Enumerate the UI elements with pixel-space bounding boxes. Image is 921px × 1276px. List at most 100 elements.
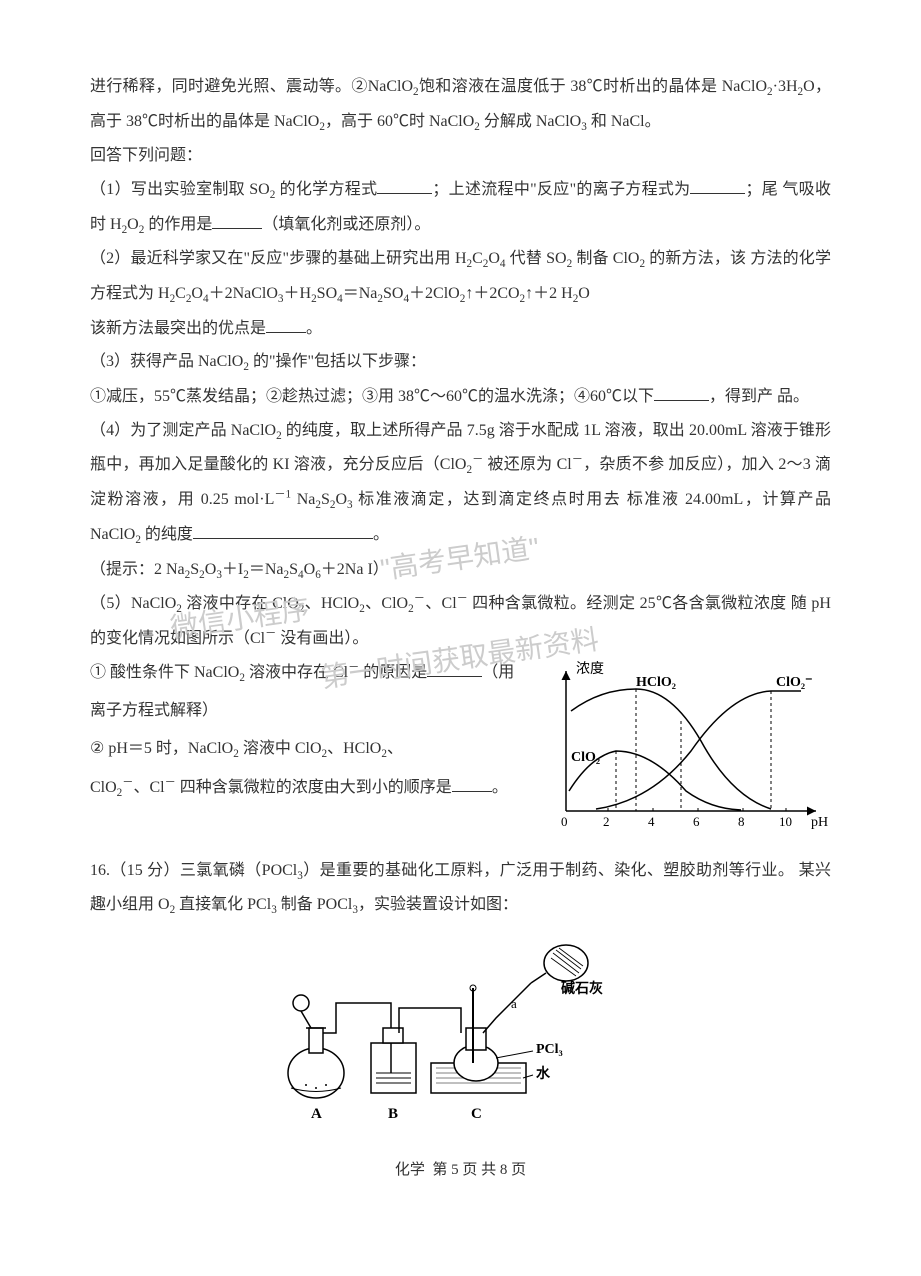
blank <box>377 178 432 194</box>
text: C <box>472 250 483 267</box>
text: C <box>175 285 186 302</box>
text: NaClO <box>722 78 767 95</box>
text: ＋H <box>284 285 312 302</box>
text: ，实验装置设计如图： <box>358 896 518 913</box>
text: ）是重要的基础化工原料，广泛用于制药、染化、塑胶助剂等行业。 <box>303 862 794 879</box>
text: ；上述流程中"反应"的离子方程式为 <box>432 181 690 198</box>
text: 、HClO <box>327 740 381 757</box>
text: 饱和溶液在温度低于 38℃时析出的晶体是 <box>419 78 718 95</box>
text: 。 <box>306 320 322 337</box>
text: 溶液中 ClO <box>239 740 322 757</box>
text: 标准液滴定，达到滴定终点时用去 <box>353 491 622 508</box>
text: 。 <box>492 779 508 796</box>
text: O <box>191 285 203 302</box>
svg-text:2: 2 <box>603 814 610 829</box>
text: O <box>304 561 316 578</box>
ylabel: 浓度 <box>576 661 604 677</box>
svg-text:4: 4 <box>648 814 655 829</box>
text: 该新方法最突出的优点是 <box>90 320 266 337</box>
text: S <box>190 561 199 578</box>
text: ，得到产 <box>709 388 773 405</box>
text: 分解成 NaClO <box>480 113 581 130</box>
text: 代替 SO <box>506 250 567 267</box>
text: 、HClO <box>304 595 359 612</box>
text: 的化学方程式 <box>275 181 377 198</box>
svg-text:碱石灰: 碱石灰 <box>561 980 603 997</box>
text: ＋2Na I） <box>321 561 389 578</box>
text: ，高于 60℃时 NaClO <box>325 113 474 130</box>
blank <box>212 213 262 229</box>
svg-text:8: 8 <box>738 814 745 829</box>
text: ，杂质不参 <box>583 456 664 473</box>
page-content: 进行稀释，同时避免光照、震动等。②NaClO 2 饱和溶液在温度低于 38℃时析出的… <box>90 70 831 1146</box>
text: ①减压，55℃蒸发结晶；②趁热过滤；③用 38℃～60℃的温水洗涤；④60℃以下 <box>90 388 654 405</box>
page-footer: 化学 第 5 页 共 8 页 <box>0 1155 921 1187</box>
svg-text:PCl₃: PCl₃ <box>536 1042 563 1057</box>
text: SO <box>317 285 337 302</box>
text: （3）获得产品 NaClO <box>90 353 243 370</box>
text: 的"操作"包括以下步骤： <box>249 353 426 370</box>
text: 没有画出）。 <box>276 630 368 647</box>
svg-text:C: C <box>471 1106 482 1122</box>
text: （用 <box>482 664 514 681</box>
text: O <box>578 285 590 302</box>
text: （4）为了测定产品 NaClO <box>90 422 276 439</box>
text: 的作用是 <box>144 216 212 233</box>
text: ＝Na <box>343 285 378 302</box>
q1: （1）写出实验室制取 SO2 的化学方程式；上述流程中"反应"的离子方程式为；尾… <box>90 173 831 242</box>
text: 的纯度 <box>141 526 193 543</box>
text: （提示：2 Na <box>90 561 185 578</box>
text: ＋2NaClO <box>209 285 278 302</box>
q5-intro: （5）NaClO2 溶液中存在 ClO2、HClO2、ClO2－、Cl－ 四种含… <box>90 587 831 655</box>
text: ↑＋2CO <box>465 285 519 302</box>
text: 四种含氯微粒。经测定 25℃各含氯微粒浓度 <box>468 595 787 612</box>
q2: （2）最近科学家又在"反应"步骤的基础上研究出用 H2C2O4 代替 SO2 制… <box>90 242 831 311</box>
blank <box>266 317 306 333</box>
text: 离子方程式解释） <box>90 702 218 719</box>
q16: 16.（15 分）三氯氧磷（POCl3）是重要的基础化工原料，广泛用于制药、染化… <box>90 854 831 923</box>
intro-q: 回答下列问题： <box>90 139 831 173</box>
blank <box>427 661 482 677</box>
text: Na <box>291 491 315 508</box>
q2-tail: 该新方法最突出的优点是 。 <box>90 312 831 346</box>
text: 、ClO <box>365 595 408 612</box>
text: O <box>335 491 347 508</box>
q5-sub: ① 酸性条件下 NaClO2 溶液中存在 Cl－ 的原因是（用 离子方程式解释）… <box>90 656 531 810</box>
text: 溶液中存在 ClO <box>182 595 299 612</box>
svg-text:0: 0 <box>561 814 568 829</box>
text: ② pH＝5 时，NaClO <box>90 740 233 757</box>
q3: （3）获得产品 NaClO2 的"操作"包括以下步骤： <box>90 345 831 380</box>
text: O <box>488 250 500 267</box>
text: S <box>321 491 330 508</box>
text: 溶液中存在 Cl <box>245 664 348 681</box>
text: 进行稀释，同时避免光照、震动等。②NaClO <box>90 78 413 95</box>
svg-text:HClO₂: HClO₂ <box>636 675 676 690</box>
q4-hint: （提示：2 Na2S2O3＋I2＝Na2S4O6＋2Na I） <box>90 553 831 588</box>
text: ＝Na <box>249 561 284 578</box>
text: ；尾 <box>745 181 778 198</box>
q3-steps: ①减压，55℃蒸发结晶；②趁热过滤；③用 38℃～60℃的温水洗涤；④60℃以下… <box>90 380 831 414</box>
xlabel: pH <box>811 815 828 830</box>
text: （2）最近科学家又在"反应"步骤的基础上研究出用 H <box>90 250 467 267</box>
svg-text:10: 10 <box>779 814 792 829</box>
text: 和 NaCl。 <box>587 113 661 130</box>
text: 四种含氯微粒的浓度由大到小的顺序是 <box>176 779 452 796</box>
blank <box>452 776 492 792</box>
text: SO <box>383 285 403 302</box>
text: 、 <box>387 740 403 757</box>
text: ＋I <box>222 561 243 578</box>
q4: （4）为了测定产品 NaClO2 的纯度，取上述所得产品 7.5g 溶于水配成 … <box>90 414 831 553</box>
apparatus-diagram: A B a <box>90 933 831 1146</box>
text: O <box>205 561 217 578</box>
svg-text:A: A <box>311 1106 322 1122</box>
blank <box>690 178 745 194</box>
text: 16.（15 分）三氯氧磷（POCl <box>90 862 297 879</box>
text: 被还原为 Cl <box>483 456 571 473</box>
blank <box>193 523 373 539</box>
text: 制备 ClO <box>572 250 639 267</box>
footer-page: 第 5 页 共 8 页 <box>432 1162 526 1178</box>
text: 。 <box>373 526 389 543</box>
text: O <box>127 216 139 233</box>
svg-text:a: a <box>511 996 517 1011</box>
svg-text:ClO₂⁻: ClO₂⁻ <box>776 675 812 690</box>
